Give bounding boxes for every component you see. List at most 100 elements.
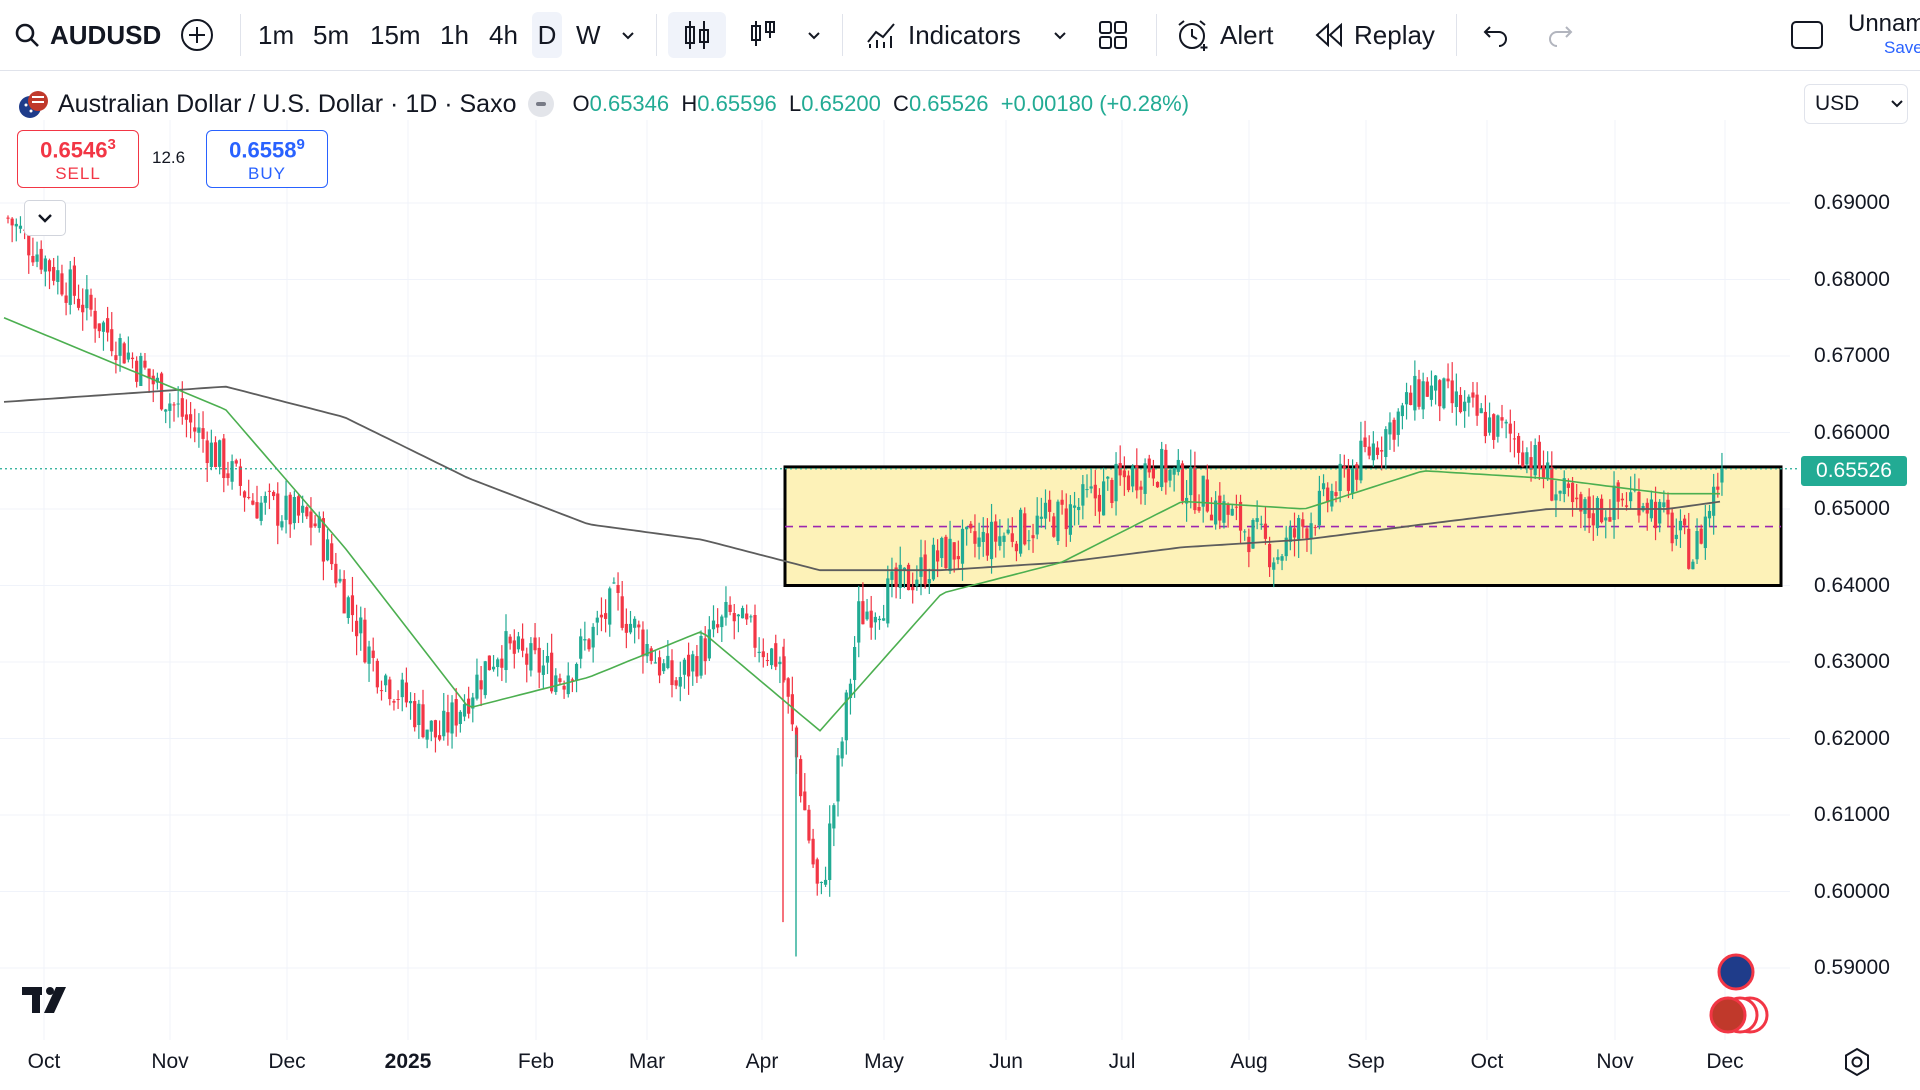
candle-body bbox=[998, 536, 1002, 546]
candle-body bbox=[537, 647, 541, 673]
tradingview-logo[interactable] bbox=[22, 985, 78, 1015]
time-tick: Feb bbox=[517, 1050, 555, 1073]
candle-body bbox=[699, 636, 703, 676]
candle-body bbox=[1608, 517, 1612, 522]
interval-4h[interactable]: 4h bbox=[489, 12, 518, 58]
candle-body bbox=[882, 618, 886, 621]
interval-1m[interactable]: 1m bbox=[258, 12, 294, 58]
redo-button[interactable] bbox=[1546, 12, 1574, 58]
buy-button[interactable]: 0.65589 BUY bbox=[206, 130, 328, 188]
compare-button[interactable] bbox=[180, 12, 214, 58]
replay-button[interactable]: Replay bbox=[1314, 12, 1435, 58]
candle-body bbox=[1359, 440, 1363, 481]
candle-body bbox=[1068, 504, 1072, 535]
interval-1h[interactable]: 1h bbox=[440, 12, 469, 58]
indicators-dropdown[interactable] bbox=[1050, 12, 1070, 58]
interval-d[interactable]: D bbox=[532, 12, 562, 58]
candle-body bbox=[1442, 378, 1446, 409]
candle-body bbox=[122, 343, 126, 364]
candle-body bbox=[1388, 422, 1392, 435]
search-icon bbox=[15, 23, 39, 47]
candle-body bbox=[1687, 528, 1691, 569]
candle-body bbox=[1446, 378, 1450, 382]
candle-body bbox=[1064, 508, 1068, 530]
candle-body bbox=[529, 643, 533, 671]
candle-body bbox=[579, 636, 583, 659]
candle-body bbox=[330, 543, 334, 565]
candle-body bbox=[1541, 465, 1546, 479]
chevron-down-icon bbox=[1054, 32, 1066, 40]
candle-body bbox=[1425, 381, 1429, 397]
candle-body bbox=[1529, 457, 1533, 470]
candle-body bbox=[774, 643, 778, 667]
time-tick: Nov bbox=[1596, 1050, 1634, 1073]
candle-body bbox=[52, 266, 56, 281]
interval-15m[interactable]: 15m bbox=[370, 12, 421, 58]
symbol-search[interactable]: AUDUSD bbox=[14, 12, 161, 58]
interval-5m[interactable]: 5m bbox=[313, 12, 349, 58]
candle-body bbox=[1504, 421, 1508, 424]
alarm-clock-icon bbox=[1178, 20, 1208, 51]
alert-button[interactable]: Alert bbox=[1176, 12, 1273, 58]
candle-body bbox=[595, 617, 599, 623]
candle-body bbox=[1180, 463, 1185, 501]
candle-body bbox=[1629, 492, 1633, 502]
candle-body bbox=[894, 567, 898, 588]
indicators-button[interactable]: Indicators bbox=[866, 12, 1021, 58]
candle-body bbox=[1014, 543, 1019, 552]
candle-body bbox=[400, 679, 404, 698]
settings-icon[interactable] bbox=[1842, 1047, 1872, 1077]
candle-body bbox=[359, 617, 363, 634]
candle-body bbox=[1326, 487, 1330, 503]
candle-body bbox=[1508, 423, 1512, 434]
chart-type-dropdown[interactable] bbox=[804, 12, 824, 58]
sell-button[interactable]: 0.65463 SELL bbox=[17, 130, 139, 188]
candle-body bbox=[1189, 467, 1193, 496]
price-tick: 0.62000 bbox=[1814, 727, 1890, 750]
candle-body bbox=[890, 571, 894, 580]
candle-body bbox=[255, 502, 259, 519]
candle-body bbox=[110, 329, 114, 352]
candle-body bbox=[1019, 509, 1023, 554]
candle-body bbox=[197, 427, 201, 433]
candle-body bbox=[309, 511, 313, 528]
candle-body bbox=[168, 403, 172, 411]
fullscreen-button[interactable] bbox=[1790, 12, 1824, 58]
candle-body bbox=[919, 557, 923, 577]
candle-body bbox=[815, 859, 819, 884]
candle-body bbox=[317, 516, 321, 528]
candle-body bbox=[1355, 464, 1359, 480]
candle-body bbox=[1197, 507, 1201, 511]
candle-body bbox=[1243, 531, 1247, 533]
candle-body bbox=[1214, 500, 1218, 525]
candle-body bbox=[101, 322, 106, 332]
layout-name-button[interactable]: Unnam Save bbox=[1848, 10, 1920, 60]
collapse-legend-button[interactable] bbox=[24, 200, 66, 236]
undo-button[interactable] bbox=[1482, 12, 1510, 58]
symbol-title[interactable]: Australian Dollar / U.S. Dollar · 1D · S… bbox=[58, 89, 517, 118]
interval-w[interactable]: W bbox=[576, 12, 601, 58]
candle-body bbox=[396, 698, 400, 700]
candle-body bbox=[716, 624, 720, 628]
candle-body bbox=[201, 428, 205, 439]
candle-body bbox=[438, 735, 442, 740]
candle-body bbox=[1268, 543, 1272, 568]
templates-button[interactable] bbox=[1098, 12, 1128, 58]
candle-body bbox=[898, 564, 902, 588]
bars-button[interactable] bbox=[748, 12, 778, 58]
candle-body bbox=[1193, 467, 1197, 511]
candle-body bbox=[1483, 411, 1487, 437]
candle-body bbox=[1330, 490, 1334, 507]
candle-body bbox=[1301, 519, 1305, 527]
interval-dropdown[interactable] bbox=[618, 12, 638, 58]
interval-label: 15m bbox=[370, 19, 421, 50]
interval-label: 1m bbox=[258, 19, 295, 50]
currency-select[interactable]: USD bbox=[1804, 84, 1908, 124]
price-tick: 0.68000 bbox=[1814, 268, 1890, 291]
candle-body bbox=[292, 497, 296, 524]
candles-button[interactable] bbox=[668, 12, 726, 58]
candle-body bbox=[6, 217, 10, 219]
candle-body bbox=[1400, 405, 1404, 417]
candle-body bbox=[724, 601, 728, 618]
